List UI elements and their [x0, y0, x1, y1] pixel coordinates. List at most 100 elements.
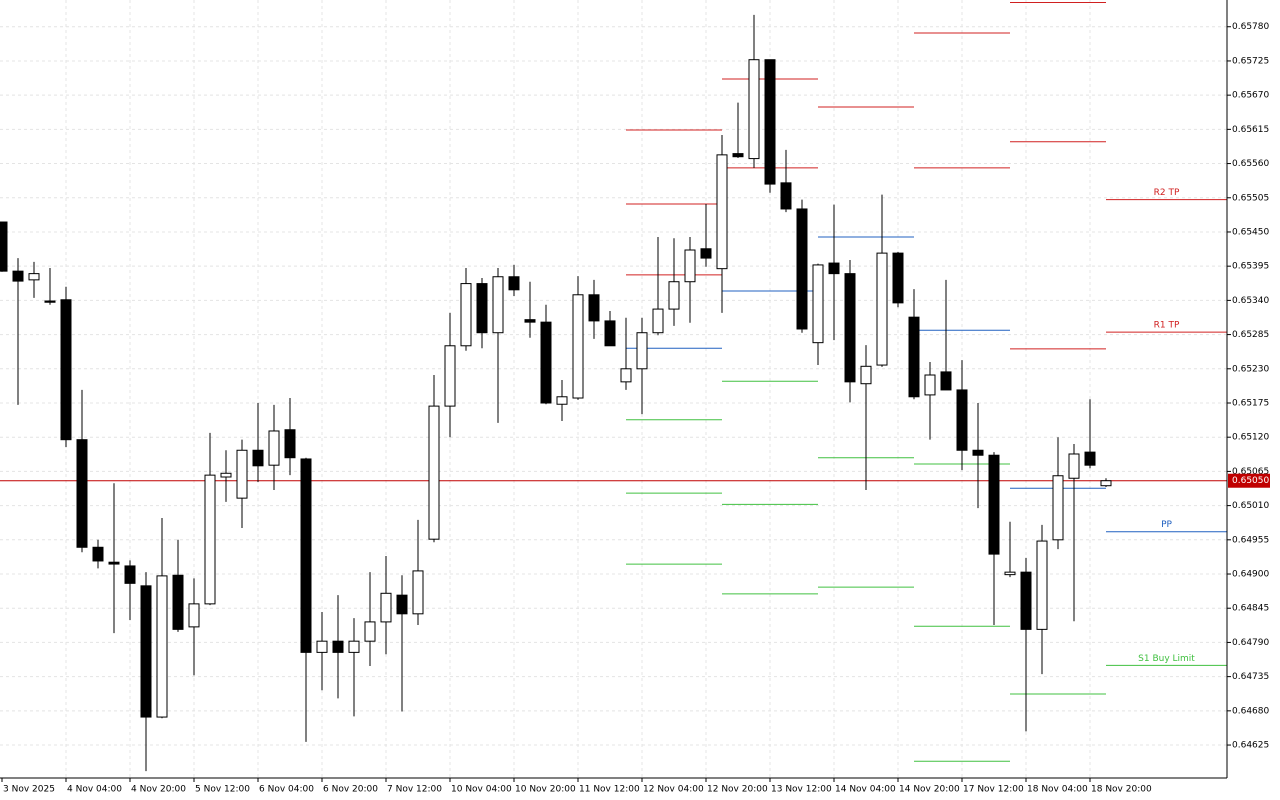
candle-body — [28, 273, 40, 281]
candle-body — [796, 208, 808, 330]
y-tick-label: 0.65505 — [1232, 193, 1269, 203]
candle-body — [764, 59, 776, 185]
candle-body — [156, 575, 168, 718]
x-tick-label: 14 Nov 20:00 — [899, 785, 960, 795]
x-tick-label: 3 Nov 2025 — [3, 785, 55, 795]
candle-body — [172, 574, 184, 630]
candle-body — [892, 252, 904, 304]
candle-body — [412, 570, 424, 615]
y-tick-label: 0.64680 — [1232, 706, 1269, 716]
y-tick-label: 0.65780 — [1232, 22, 1269, 32]
y-tick-label: 0.65340 — [1232, 296, 1269, 306]
x-tick-label: 5 Nov 12:00 — [195, 785, 250, 795]
x-tick-label: 11 Nov 12:00 — [579, 785, 640, 795]
candle-body — [284, 429, 296, 459]
candle-body — [604, 320, 616, 347]
resistance-level-label: R2 TP — [1154, 188, 1180, 198]
candle-body — [316, 640, 328, 653]
candle-body — [1036, 540, 1048, 630]
candle-body — [124, 565, 136, 584]
candle-body — [812, 264, 824, 344]
y-tick-label: 0.65120 — [1232, 433, 1269, 443]
candle-body — [540, 321, 552, 404]
candle-body — [1100, 480, 1112, 487]
candle-body — [396, 594, 408, 615]
x-tick-label: 12 Nov 20:00 — [707, 785, 768, 795]
candle-body — [76, 439, 88, 548]
x-tick-label: 14 Nov 04:00 — [835, 785, 896, 795]
candle-body — [460, 283, 472, 347]
candle-body — [908, 316, 920, 398]
candle-body — [0, 221, 8, 272]
y-tick-label: 0.64625 — [1232, 741, 1269, 751]
y-tick-label: 0.64790 — [1232, 638, 1269, 648]
support-level-label: S1 Buy Limit — [1138, 654, 1195, 664]
x-tick-label: 18 Nov 04:00 — [1027, 785, 1088, 795]
candle-body — [1004, 571, 1016, 576]
x-tick-label: 4 Nov 20:00 — [131, 785, 186, 795]
y-tick-label: 0.65175 — [1232, 398, 1269, 408]
x-tick-label: 4 Nov 04:00 — [67, 785, 122, 795]
y-tick-label: 0.64735 — [1232, 672, 1269, 682]
candle-body — [1020, 571, 1032, 630]
candle-body — [44, 300, 56, 303]
x-tick-label: 10 Nov 20:00 — [515, 785, 576, 795]
candle-body — [444, 345, 456, 407]
y-tick-label: 0.65230 — [1232, 364, 1269, 374]
candle-body — [684, 249, 696, 283]
current-price-label: 0.65050 — [1232, 476, 1269, 486]
candle-body — [364, 621, 376, 642]
y-tick-label: 0.65725 — [1232, 56, 1269, 66]
candle-body — [524, 319, 536, 323]
y-tick-label: 0.64900 — [1232, 570, 1269, 580]
pivot-level-label: PP — [1161, 520, 1172, 530]
y-tick-label: 0.65010 — [1232, 501, 1269, 511]
x-tick-label: 7 Nov 12:00 — [387, 785, 442, 795]
candle-body — [716, 154, 728, 270]
candle-body — [668, 281, 680, 310]
candle-body — [972, 449, 984, 456]
y-tick-label: 0.65615 — [1232, 125, 1269, 135]
candle-body — [652, 308, 664, 334]
x-tick-label: 12 Nov 04:00 — [643, 785, 704, 795]
candle-body — [12, 270, 24, 282]
y-tick-label: 0.64955 — [1232, 535, 1269, 545]
resistance-level-label: R1 TP — [1154, 321, 1180, 331]
candle-body — [252, 449, 264, 467]
candle-body — [1084, 451, 1096, 466]
candle-body — [924, 374, 936, 396]
candle-body — [380, 592, 392, 623]
y-tick-label: 0.65395 — [1232, 262, 1269, 272]
x-tick-label: 13 Nov 12:00 — [771, 785, 832, 795]
candle-body — [876, 252, 888, 366]
candle-body — [940, 371, 952, 391]
candle-body — [428, 405, 440, 540]
candle-body — [636, 332, 648, 370]
y-tick-label: 0.65065 — [1232, 467, 1269, 477]
candle-body — [220, 472, 232, 478]
candle-body — [780, 182, 792, 210]
candle-body — [476, 283, 488, 334]
x-tick-label: 17 Nov 12:00 — [963, 785, 1024, 795]
y-tick-label: 0.65670 — [1232, 91, 1269, 101]
candle-body — [956, 389, 968, 451]
candle-body — [236, 449, 248, 499]
y-tick-label: 0.65560 — [1232, 159, 1269, 169]
x-tick-label: 6 Nov 20:00 — [323, 785, 378, 795]
candle-body — [508, 276, 520, 291]
candle-body — [988, 454, 1000, 555]
x-tick-label: 18 Nov 20:00 — [1091, 785, 1152, 795]
x-tick-label: 10 Nov 04:00 — [451, 785, 512, 795]
candle-body — [748, 59, 760, 160]
candle-body — [492, 276, 504, 334]
y-tick-label: 0.65285 — [1232, 330, 1269, 340]
candle-body — [572, 294, 584, 399]
candle-body — [332, 640, 344, 653]
candle-body — [1068, 453, 1080, 479]
candle-body — [556, 396, 568, 405]
current-price-tag — [1228, 473, 1270, 488]
y-tick-label: 0.65450 — [1232, 227, 1269, 237]
candle-body — [700, 248, 712, 259]
